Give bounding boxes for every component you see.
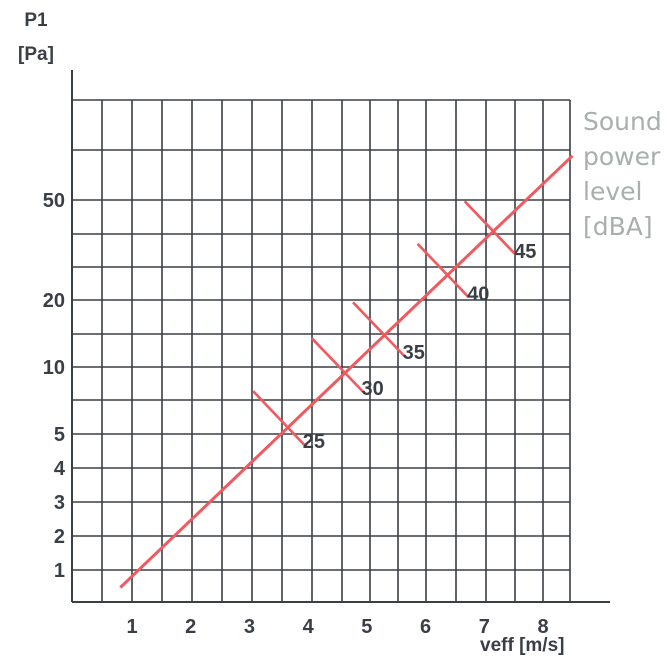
legend-title-line: level — [583, 177, 642, 206]
sound-power-tick — [252, 390, 306, 446]
y-tick-label: 2 — [54, 526, 65, 548]
series-line — [119, 154, 574, 589]
series — [119, 154, 574, 589]
y-tick-label: 1 — [54, 560, 65, 582]
y-tick-label: 3 — [54, 492, 65, 514]
sound-power-tick — [352, 301, 406, 357]
y-axis-title: P1 — [24, 10, 48, 31]
x-tick-label: 6 — [420, 616, 431, 638]
y-tick-label: 50 — [43, 190, 65, 212]
sound-power-label: 25 — [303, 431, 325, 453]
sound-power-label: 40 — [467, 284, 489, 306]
x-tick-label: 5 — [361, 616, 372, 638]
x-tick-label: 8 — [537, 616, 548, 638]
sound-power-tick — [310, 337, 365, 393]
legend-title-line: [dBA] — [583, 212, 653, 241]
sound-power-marks: 25 30 35 40 45 — [252, 200, 536, 453]
y-axis-unit: [Pa] — [18, 44, 54, 65]
x-tick-label: 3 — [244, 616, 255, 638]
y-tick-label: 4 — [54, 458, 66, 480]
x-tick-labels: 1 2 3 4 5 6 7 8 — [126, 616, 548, 638]
y-tick-label: 20 — [43, 290, 65, 312]
x-tick-label: 7 — [479, 616, 490, 638]
legend-title-line: power — [583, 142, 661, 171]
titles: P1 [Pa] veff [m/s] Sound power level [dBA] — [18, 10, 662, 656]
y-tick-label: 10 — [43, 357, 65, 379]
x-tick-label: 1 — [126, 616, 137, 638]
sound-power-label: 45 — [514, 241, 536, 263]
x-axis-title: veff [m/s] — [480, 635, 564, 656]
y-tick-label: 5 — [54, 424, 65, 446]
y-tick-labels: 1 2 3 4 5 10 20 50 — [43, 190, 66, 582]
grid — [71, 99, 571, 602]
x-tick-label: 4 — [303, 616, 315, 638]
sound-power-tick — [463, 200, 517, 256]
x-tick-label: 2 — [185, 616, 196, 638]
axes — [71, 70, 610, 603]
legend-title-line: Sound — [583, 107, 662, 136]
sound-power-tick — [416, 242, 470, 299]
sound-power-label: 30 — [362, 378, 384, 400]
sound-power-label: 35 — [403, 342, 425, 364]
